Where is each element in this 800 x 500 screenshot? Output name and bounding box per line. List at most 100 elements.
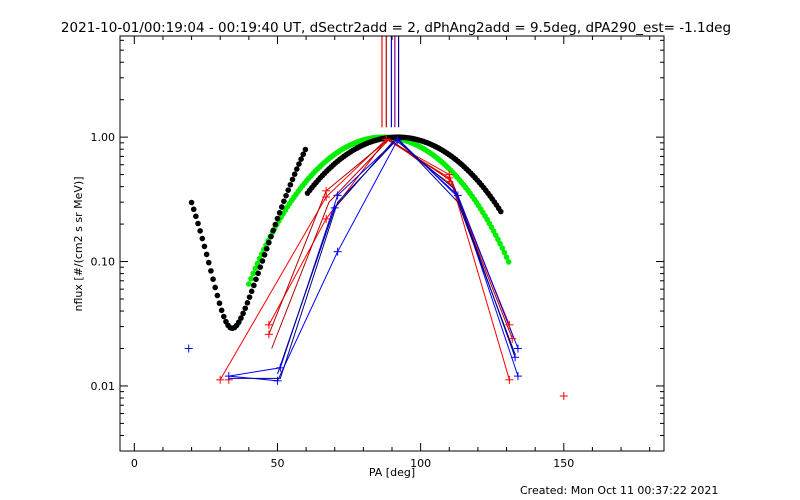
- blue-marker: [453, 191, 462, 200]
- red-marker: [382, 135, 391, 144]
- black-curve-point: [291, 171, 298, 178]
- blue-marker: [511, 353, 520, 362]
- black-curve-point: [289, 176, 296, 183]
- black-curve-point: [274, 215, 281, 222]
- green-curve-point: [250, 270, 256, 277]
- black-curve-point: [263, 245, 270, 252]
- red-marker: [508, 334, 517, 343]
- black-curve-point: [287, 181, 294, 188]
- black-curve-point: [298, 156, 304, 162]
- red-marker: [216, 375, 225, 384]
- x-tick-label: 0: [131, 457, 138, 470]
- red-marker: [505, 320, 514, 329]
- red-marker: [264, 330, 273, 339]
- green-curve-point: [492, 232, 499, 239]
- black-curve-point: [302, 146, 309, 153]
- y-tick-label: 0.10: [91, 256, 116, 269]
- black-curve-point: [193, 213, 199, 220]
- black-curve-point: [197, 228, 203, 234]
- black-curve-point: [199, 235, 206, 242]
- black-curve-point: [244, 300, 251, 306]
- red-marker: [559, 392, 568, 401]
- black-curve-point: [285, 187, 292, 193]
- black-curve-point: [257, 264, 264, 270]
- black-curve-point: [210, 276, 216, 282]
- blue-marker: [393, 135, 402, 144]
- black-curve-point: [498, 208, 504, 215]
- black-curve-point: [240, 310, 246, 317]
- y-tick-label: 1.00: [91, 131, 116, 144]
- black-curve-point: [259, 258, 266, 264]
- x-axis-label: PA [deg]: [369, 466, 415, 479]
- black-curve-point: [272, 221, 279, 228]
- blue-marker: [224, 372, 233, 381]
- green-curve-point: [497, 240, 503, 247]
- black-curve-point: [261, 252, 268, 258]
- red-marker: [505, 375, 514, 384]
- chart-title: 2021-10-01/00:19:04 - 00:19:40 UT, dSect…: [61, 20, 731, 36]
- data-markers: [184, 135, 568, 401]
- blue-marker: [276, 363, 285, 372]
- y-axis-label: nflux [#/(cm2 s sr MeV)]: [72, 177, 85, 312]
- black-curve-point: [188, 199, 195, 206]
- black-curve-point: [278, 204, 285, 210]
- green-curve-point: [505, 259, 512, 265]
- black-curve-point: [294, 166, 300, 172]
- black-curve-point: [195, 220, 201, 227]
- data-line: [228, 139, 519, 382]
- data-line: [268, 138, 513, 339]
- green-curve-point: [248, 275, 254, 282]
- x-tick-label: 50: [270, 457, 284, 470]
- black-curve-point: [266, 239, 272, 246]
- x-tick-label: 150: [553, 457, 574, 470]
- black-curve-point: [251, 282, 257, 289]
- black-curve-point: [246, 294, 253, 300]
- black-curve-point: [255, 270, 261, 277]
- black-curve-point: [253, 276, 259, 283]
- black-curve-point: [220, 313, 227, 320]
- black-curve-point: [216, 300, 223, 307]
- black-curve-point: [205, 259, 212, 266]
- red-marker: [445, 170, 454, 179]
- blue-marker: [513, 344, 522, 353]
- black-curve-point: [208, 268, 214, 274]
- black-curve-point: [268, 233, 274, 240]
- green-curve-point: [246, 281, 252, 287]
- black-curve-point: [238, 315, 244, 321]
- red-marker: [445, 177, 454, 186]
- data-line: [271, 138, 513, 349]
- black-curve-point: [276, 209, 283, 216]
- black-curve-point: [203, 251, 210, 258]
- black-curve-point: [296, 161, 302, 167]
- blue-marker: [333, 191, 342, 200]
- y-tick-label: 0.01: [91, 380, 116, 393]
- blue-marker: [184, 344, 193, 353]
- blue-marker: [333, 247, 342, 256]
- black-curve-point: [300, 151, 307, 158]
- black-curve-point: [281, 198, 287, 205]
- x-tick-label: 100: [410, 457, 431, 470]
- black-curve-point: [212, 284, 218, 291]
- red-marker: [264, 320, 273, 329]
- green-curve-point: [499, 245, 506, 251]
- created-timestamp: Created: Mon Oct 11 00:37:22 2021: [520, 484, 718, 497]
- blue-marker: [273, 376, 282, 385]
- data-line: [277, 138, 516, 375]
- black-curve-point: [190, 206, 197, 213]
- black-curve-point: [242, 305, 249, 312]
- axis-ticks: 0 50 100 150 0.01 0.10 1.00: [91, 36, 664, 470]
- red-marker: [322, 186, 331, 195]
- green-curve-point: [501, 249, 508, 256]
- blue-marker: [330, 203, 339, 212]
- vertical-markers: [381, 36, 400, 128]
- green-curve-point: [503, 254, 510, 260]
- green-curve-point: [495, 236, 501, 243]
- black-curve-point: [270, 227, 276, 234]
- model-curves: [188, 134, 512, 332]
- black-curve-point: [248, 288, 255, 295]
- black-curve-point: [218, 307, 225, 314]
- red-marker: [322, 214, 331, 223]
- black-curve-point: [283, 192, 289, 199]
- blue-marker: [513, 372, 522, 381]
